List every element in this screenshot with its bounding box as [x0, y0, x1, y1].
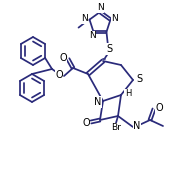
Text: N: N [94, 97, 102, 107]
Text: S: S [106, 44, 112, 54]
Text: O: O [155, 103, 163, 113]
Text: N: N [81, 14, 88, 23]
Text: N: N [97, 3, 103, 12]
Text: O: O [82, 118, 90, 128]
Text: O: O [55, 70, 63, 80]
Text: O: O [59, 53, 67, 63]
Text: N: N [111, 14, 118, 23]
Text: N: N [133, 121, 141, 131]
Text: S: S [136, 74, 142, 84]
Text: Br: Br [111, 123, 121, 132]
Text: H: H [125, 89, 131, 98]
Text: N: N [89, 31, 96, 40]
